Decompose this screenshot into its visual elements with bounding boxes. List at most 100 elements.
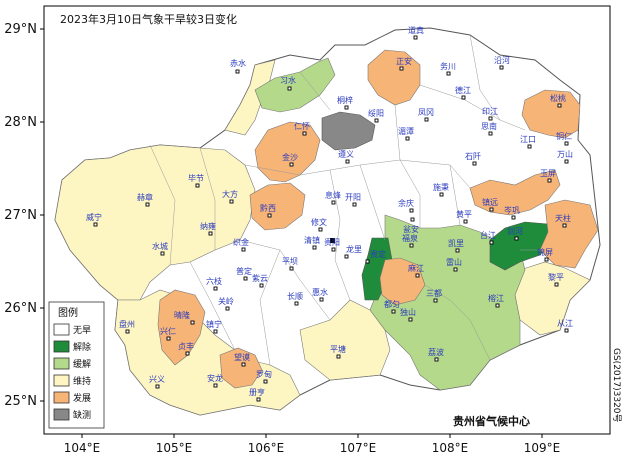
city-label: 都匀 [384, 299, 400, 309]
legend-label: 缓解 [73, 358, 91, 370]
city-label: 安龙 [207, 373, 223, 383]
region-relieve-central [369, 214, 526, 391]
city-label: 赤水 [230, 58, 246, 68]
city-label: 福泉 [402, 233, 418, 243]
city-label: 瓮安 [403, 224, 419, 234]
city-label: 威宁 [86, 212, 102, 222]
city-label: 思南 [481, 121, 497, 131]
city-label: 余庆 [398, 198, 414, 208]
map-title: 2023年3月10日气象干旱较3日变化 [60, 12, 237, 26]
lon-label-106: 106°E [248, 441, 285, 455]
city-label: 黔西 [260, 203, 276, 213]
legend-swatch [53, 340, 70, 353]
city-label: 绥阳 [368, 108, 384, 118]
city-label: 务川 [440, 61, 456, 71]
city-label: 三都 [426, 289, 442, 298]
city-label: 兴仁 [160, 326, 176, 336]
region-develop-renhuai [254, 121, 321, 183]
legend-swatch [53, 357, 70, 370]
city-label: 平塘 [330, 344, 346, 354]
city-label: 石阡 [465, 152, 481, 161]
city-label: 雷山 [446, 257, 462, 267]
city-label: 玉屏 [540, 169, 556, 178]
city-label: 晴隆 [174, 310, 190, 320]
city-label: 赫章 [137, 192, 153, 202]
legend-label: 发展 [73, 392, 91, 404]
legend-swatch [53, 323, 70, 336]
city-label: 开阳 [345, 193, 361, 202]
city-label: 普定 [236, 266, 252, 276]
legend-label: 无旱 [73, 325, 91, 336]
map-code: GS(2017)3320号 [611, 348, 622, 423]
region-maintain-south [299, 299, 391, 381]
city-label: 万山 [557, 149, 573, 159]
city-label: 望谟 [234, 352, 250, 362]
city-label: 岑巩 [504, 205, 520, 215]
city-label: 麻江 [408, 263, 424, 273]
county-borders [149, 34, 540, 366]
credit-text: 贵州省气候中心 [453, 414, 530, 428]
city-label: 毕节 [188, 173, 204, 183]
city-label: 沿河 [494, 55, 510, 65]
city-label: 道真 [408, 25, 424, 35]
city-label: 台江 [480, 230, 496, 240]
city-label: 从江 [557, 319, 573, 328]
city-label: 黎平 [548, 272, 564, 282]
city-label: 息烽 [325, 190, 341, 200]
city-label: 桐梓 [337, 95, 353, 105]
city-label: 兴义 [149, 375, 165, 384]
city-label: 榕江 [488, 293, 504, 303]
region-relieve-north [254, 57, 336, 113]
city-label: 关岭 [218, 296, 234, 306]
city-label: 册亨 [249, 387, 265, 397]
capital-marker [330, 238, 335, 243]
region-develop-pingzhou [157, 289, 206, 366]
city-label: 纳雍 [200, 221, 216, 231]
city-label: 凤冈 [418, 108, 434, 117]
region-maintain-north [224, 59, 276, 136]
city-label: 长顺 [287, 291, 303, 301]
legend-swatch [53, 391, 70, 404]
region-develop-zhenyuan [469, 169, 561, 216]
city-label: 紫云 [252, 274, 268, 283]
city-label: 松桃 [550, 93, 566, 103]
city-label: 大方 [222, 189, 238, 199]
region-develop-duyun [379, 257, 426, 306]
city-label: 罗甸 [256, 369, 272, 379]
city-label: 修文 [311, 217, 327, 227]
city-label: 镇宁 [206, 319, 222, 329]
city-label: 德江 [455, 85, 471, 95]
city-label: 荔波 [428, 347, 444, 357]
legend-label: 解除 [73, 341, 91, 353]
city-label: 金沙 [282, 152, 298, 162]
axis-ticks [40, 28, 543, 438]
city-label: 遵义 [338, 149, 354, 159]
city-label: 六枝 [206, 276, 222, 286]
city-label: 铜仁 [556, 131, 572, 141]
city-label: 湄潭 [398, 127, 414, 136]
city-label: 盘州 [119, 319, 135, 329]
lat-label-27: 27°N [4, 208, 37, 223]
city-label: 江口 [520, 135, 536, 144]
region-develop-zhengan [367, 49, 421, 106]
city-label: 龙里 [346, 244, 362, 254]
lat-label-25: 25°N [4, 394, 37, 409]
lon-label-105: 105°E [156, 441, 193, 455]
city-label: 惠水 [312, 287, 328, 297]
city-markers [93, 35, 569, 402]
region-develop-zhenfeng [219, 347, 263, 389]
city-label: 平坝 [282, 257, 298, 266]
lon-label-108: 108°E [432, 441, 469, 455]
lon-label-104: 104°E [64, 441, 101, 455]
city-label: 剑河 [507, 226, 523, 236]
region-develop-tianzhu [539, 199, 599, 269]
city-label: 贵阳 [324, 237, 340, 247]
lat-label-29: 29°N [4, 22, 37, 37]
region-develop-songtao [521, 89, 581, 139]
legend-swatch [53, 374, 70, 387]
city-label: 凯里 [448, 238, 464, 248]
region-develop-qianxi [249, 182, 306, 231]
lat-label-26: 26°N [4, 301, 37, 316]
